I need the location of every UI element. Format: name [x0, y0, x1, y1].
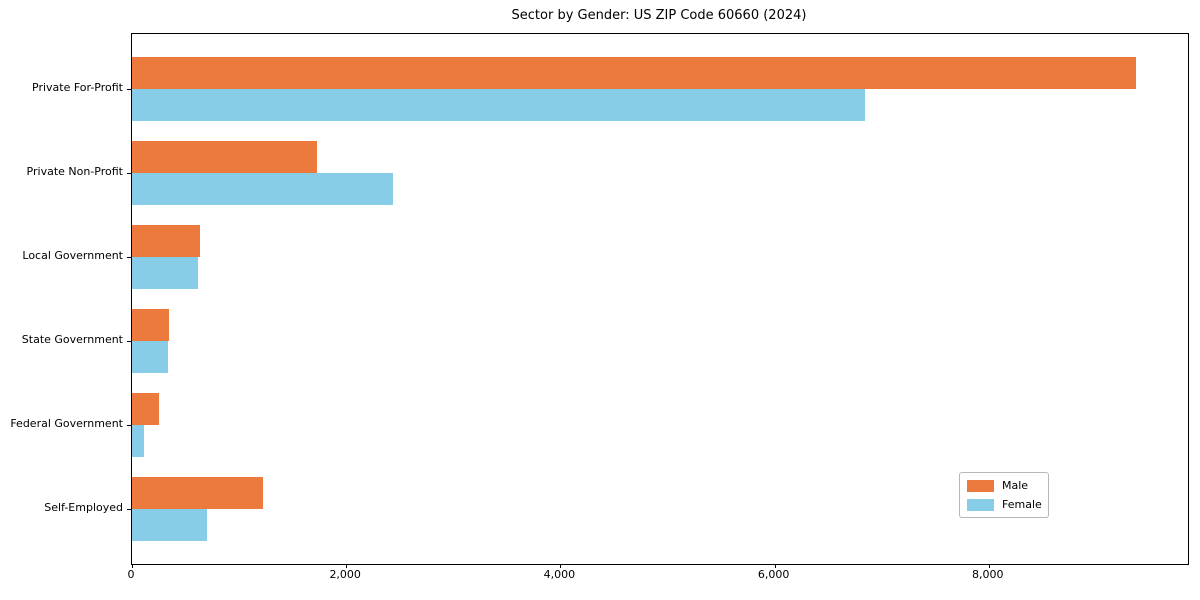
chart-title: Sector by Gender: US ZIP Code 60660 (202…	[511, 8, 807, 23]
bar-male-5	[132, 393, 159, 425]
bar-male-6	[132, 477, 263, 509]
x-tick-mark	[560, 564, 562, 568]
x-tick-label: 4,000	[543, 568, 576, 581]
bar-male-2	[132, 141, 317, 173]
x-tick-mark	[988, 564, 990, 568]
category-label: Private Non-Profit	[26, 165, 123, 178]
bar-female-5	[132, 425, 144, 457]
bar-female-1	[132, 89, 865, 121]
x-tick-mark	[774, 564, 776, 568]
bar-male-3	[132, 225, 200, 257]
legend-label-female: Female	[1002, 498, 1042, 511]
category-label: Federal Government	[10, 417, 123, 430]
legend-entry-female: Female	[967, 498, 1048, 511]
y-tick-mark	[127, 509, 131, 510]
y-tick-mark	[127, 89, 131, 90]
bar-female-6	[132, 509, 207, 541]
legend-label-male: Male	[1002, 479, 1029, 492]
plot-area	[127, 33, 1189, 568]
y-tick-mark	[127, 173, 131, 174]
x-tick-mark	[346, 564, 348, 568]
bar-female-4	[132, 341, 168, 373]
x-tick-label: 0	[127, 568, 135, 581]
category-label: Private For-Profit	[32, 81, 123, 94]
x-tick-label: 8,000	[972, 568, 1004, 581]
legend: Male Female	[959, 472, 1049, 518]
legend-swatch-female	[967, 498, 994, 511]
y-tick-mark	[127, 425, 131, 426]
y-tick-mark	[127, 257, 131, 258]
category-label: Self-Employed	[44, 501, 123, 514]
bar-male-4	[132, 309, 169, 341]
category-label: Local Government	[22, 249, 123, 262]
category-label: State Government	[21, 333, 123, 346]
x-tick-mark	[132, 564, 133, 568]
bar-female-2	[132, 173, 393, 205]
legend-entry-male: Male	[967, 479, 1048, 492]
y-tick-mark	[127, 341, 131, 342]
x-tick-label: 2,000	[329, 568, 361, 581]
legend-swatch-male	[967, 479, 994, 492]
bar-male-1	[132, 57, 1136, 89]
bar-female-3	[132, 257, 198, 289]
x-tick-label: 6,000	[757, 568, 790, 581]
